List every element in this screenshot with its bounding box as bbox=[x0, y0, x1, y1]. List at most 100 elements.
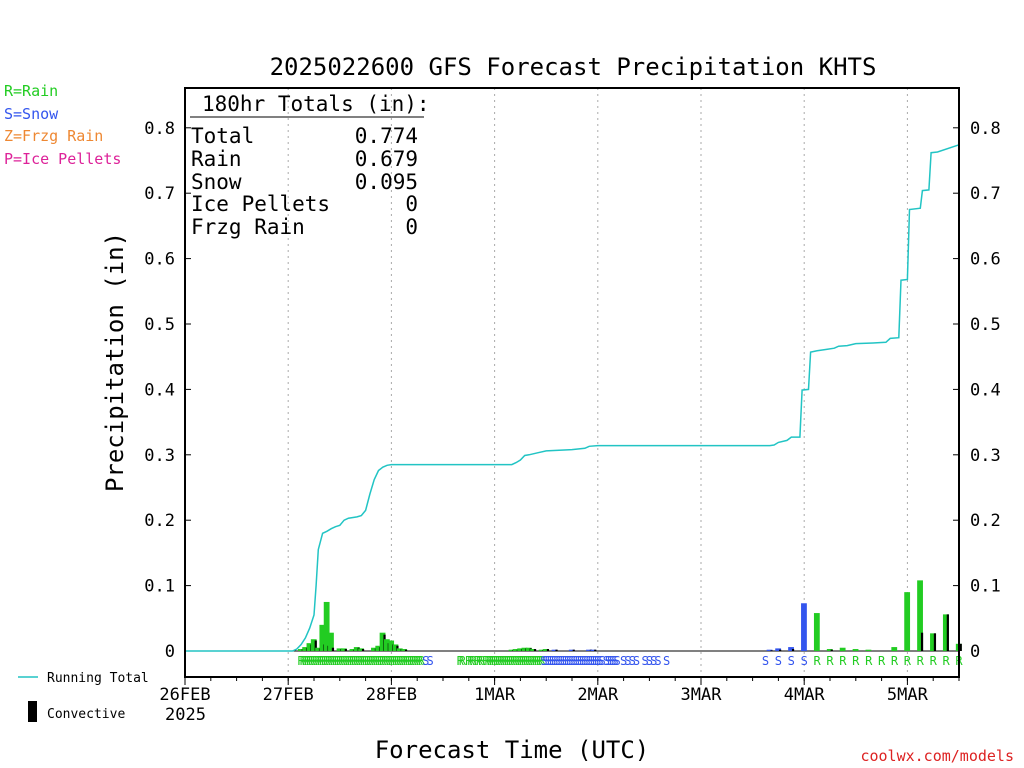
ptype-marker: S bbox=[577, 654, 584, 668]
ptype-marker: R bbox=[392, 654, 400, 668]
ptype-marker: R bbox=[528, 654, 536, 668]
ptype-marker: R bbox=[377, 654, 385, 668]
x-tick-label: 4MAR bbox=[784, 685, 826, 705]
x-tick-label: 5MAR bbox=[887, 685, 929, 705]
ptype-marker: R bbox=[510, 654, 518, 668]
bar-layer bbox=[297, 580, 962, 651]
ptype-marker: S bbox=[620, 654, 627, 668]
ptype-marker: R bbox=[323, 654, 331, 668]
ptype-marker: S bbox=[553, 654, 560, 668]
precip-bar bbox=[319, 624, 326, 651]
ptype-marker: S bbox=[762, 654, 769, 668]
ptype-marker: R bbox=[865, 654, 873, 668]
y-tick-label-right: 0.2 bbox=[970, 511, 1001, 531]
ptype-marker: R bbox=[930, 654, 938, 668]
precip-bar bbox=[358, 648, 364, 651]
ptype-marker: R bbox=[297, 654, 305, 668]
ptype-marker: R bbox=[407, 654, 415, 668]
ptype-marker: S bbox=[581, 654, 588, 668]
ptype-marker: R bbox=[942, 654, 950, 668]
ptype-marker: S bbox=[547, 654, 554, 668]
line-layer bbox=[185, 144, 960, 652]
ptype-marker: R bbox=[506, 654, 514, 668]
x-axis-label: Forecast Time (UTC) bbox=[375, 736, 650, 764]
y-axis-label: Precipitation (in) bbox=[101, 232, 129, 492]
ptype-marker: R bbox=[512, 654, 520, 668]
ptype-marker: S bbox=[641, 654, 648, 668]
ptype-marker: S bbox=[575, 654, 582, 668]
ptype-marker: R bbox=[302, 654, 310, 668]
x-tick-label: 3MAR bbox=[681, 685, 723, 705]
precip-bar bbox=[383, 639, 390, 651]
ptype-marker: S bbox=[607, 654, 614, 668]
precip-bar bbox=[306, 643, 313, 651]
ptype-marker: S bbox=[788, 654, 795, 668]
precip-bar bbox=[766, 649, 773, 651]
ptype-marker: R bbox=[411, 654, 419, 668]
ptype-marker: S bbox=[611, 654, 618, 668]
ptype-marker: R bbox=[534, 654, 542, 668]
ptype-marker: R bbox=[476, 654, 484, 668]
ptype-marker: S bbox=[605, 654, 612, 668]
ptype-marker: S bbox=[564, 654, 571, 668]
ptype-marker: S bbox=[646, 654, 653, 668]
x-tick-label: 27FEB bbox=[263, 685, 314, 705]
plot-frame bbox=[184, 87, 960, 678]
totals-box: 180hr Totals (in): Total 0.774 Rain 0.67… bbox=[190, 92, 430, 239]
ptype-marker: S bbox=[551, 654, 558, 668]
legend-frzg-rain: Z=Frzg Rain bbox=[4, 127, 103, 145]
ptype-marker: S bbox=[609, 654, 616, 668]
convective-legend-swatch bbox=[28, 701, 37, 722]
legend-convective: Convective bbox=[47, 707, 125, 722]
convective-bar bbox=[791, 649, 795, 651]
convective-bar bbox=[594, 649, 597, 651]
ptype-marker: S bbox=[614, 654, 621, 668]
ptype-marker: R bbox=[336, 654, 344, 668]
ptype-marker: R bbox=[839, 654, 847, 668]
precip-bar bbox=[297, 649, 304, 651]
ptype-marker: R bbox=[878, 654, 886, 668]
chart-title: 2025022600 GFS Forecast Precipitation KH… bbox=[270, 53, 877, 81]
y-tick-label-left: 0 bbox=[165, 642, 175, 662]
ptype-marker: R bbox=[401, 654, 409, 668]
totals-label-rain: Rain bbox=[191, 147, 242, 171]
totals-value-frzg-rain: 0 bbox=[405, 215, 418, 239]
precip-bar bbox=[521, 647, 528, 651]
ptype-marker-layer: RRRRRRRRRRRRRRRRRRRRRRRRRRRRRRRRRRRRRRRR… bbox=[297, 654, 963, 668]
ptype-marker: R bbox=[347, 654, 355, 668]
totals-value-rain: 0.679 bbox=[355, 147, 418, 171]
ptype-marker: R bbox=[414, 654, 422, 668]
y-tick-label-right: 0 bbox=[970, 642, 980, 662]
ptype-marker: S bbox=[596, 654, 603, 668]
ptype-marker: S bbox=[663, 654, 670, 668]
precip-bar bbox=[865, 649, 872, 651]
ptype-marker: R bbox=[495, 654, 503, 668]
precip-bar bbox=[323, 601, 330, 651]
ptype-marker: S bbox=[558, 654, 565, 668]
precip-bar bbox=[375, 645, 382, 651]
ptype-marker: R bbox=[409, 654, 417, 668]
ptype-marker: R bbox=[500, 654, 508, 668]
ptype-marker: S bbox=[568, 654, 575, 668]
ptype-marker: R bbox=[368, 654, 376, 668]
ptype-legend: R=Rain S=Snow Z=Frzg Rain P=Ice Pellets bbox=[4, 82, 121, 168]
y-tick-label-right: 0.1 bbox=[970, 577, 1001, 597]
convective-bar bbox=[572, 649, 575, 651]
convective-bar bbox=[344, 649, 347, 651]
ptype-marker: R bbox=[457, 654, 465, 668]
ptype-marker: R bbox=[366, 654, 374, 668]
precip-bar bbox=[401, 649, 407, 651]
convective-bar bbox=[555, 649, 558, 651]
precip-bar bbox=[568, 649, 575, 651]
ptype-marker: R bbox=[351, 654, 359, 668]
ptype-marker: S bbox=[590, 654, 597, 668]
precip-bar bbox=[801, 603, 807, 651]
y-tick-label-left: 0.4 bbox=[144, 380, 175, 400]
ptype-marker: S bbox=[566, 654, 573, 668]
ptype-marker: S bbox=[583, 654, 590, 668]
ptype-marker: R bbox=[416, 654, 424, 668]
precip-bar bbox=[512, 649, 519, 651]
ptype-marker: R bbox=[383, 654, 391, 668]
precip-bar bbox=[517, 648, 524, 651]
y-tick-label-left: 0.2 bbox=[144, 511, 175, 531]
